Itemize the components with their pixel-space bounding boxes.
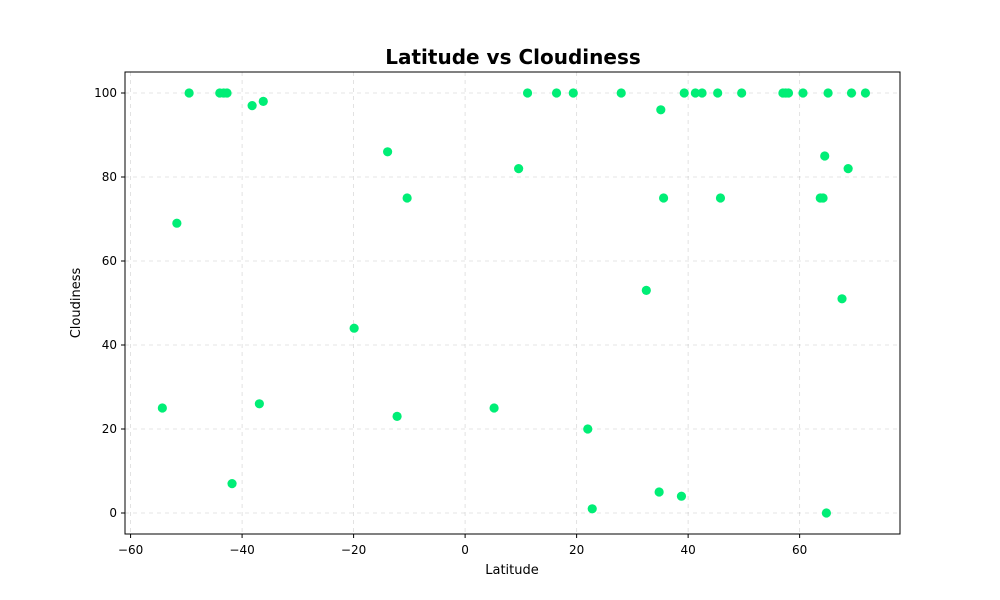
y-tick-label: 20 [102, 422, 117, 436]
y-axis-ticks: 0 20 40 60 80 100 [94, 86, 125, 520]
data-point [522, 88, 533, 98]
x-tick-label: −40 [229, 543, 254, 557]
grid-layer [125, 72, 900, 534]
data-point [402, 193, 412, 203]
x-axis-ticks: −60 −40 −20 0 20 40 60 [118, 534, 807, 557]
y-tick-label: 100 [94, 86, 117, 100]
x-tick-label: −60 [118, 543, 143, 557]
y-tick-label: 60 [102, 254, 117, 268]
data-point [616, 88, 626, 98]
data-point [383, 147, 393, 157]
data-point [172, 218, 182, 228]
x-tick-label: 40 [680, 543, 695, 557]
data-point [820, 151, 830, 161]
x-tick-label: 0 [461, 543, 469, 557]
x-tick-label: −20 [341, 543, 366, 557]
chart-title: Latitude vs Cloudiness [385, 45, 641, 69]
data-point [658, 193, 669, 203]
data-point [823, 88, 833, 98]
data-point [713, 88, 723, 98]
data-point [715, 193, 726, 203]
data-point [679, 88, 689, 98]
data-point [349, 323, 359, 333]
y-tick-label: 80 [102, 170, 117, 184]
data-point [690, 88, 700, 98]
data-point [798, 88, 808, 98]
data-point [227, 479, 237, 489]
data-point [860, 88, 871, 98]
data-point [489, 403, 499, 413]
data-point [654, 487, 664, 497]
plot-frame [124, 71, 901, 535]
data-point [656, 105, 666, 115]
data-point [184, 88, 194, 98]
y-axis-label: Cloudiness [69, 268, 84, 339]
data-point [818, 193, 828, 203]
x-tick-label: 60 [792, 543, 807, 557]
y-tick-label: 0 [109, 506, 117, 520]
data-point [254, 399, 264, 409]
x-axis-label: Latitude [485, 563, 539, 578]
y-tick-label: 40 [102, 338, 117, 352]
data-point [258, 96, 268, 106]
data-point [157, 403, 167, 413]
data-point [514, 164, 524, 174]
data-point [222, 88, 232, 98]
data-point [843, 164, 853, 174]
data-point [247, 101, 257, 111]
data-point [551, 88, 562, 98]
data-point [821, 508, 832, 518]
data-point [783, 88, 794, 98]
data-point [676, 491, 687, 501]
data-point [583, 424, 593, 434]
points-layer [157, 88, 871, 518]
data-point [641, 285, 651, 295]
data-point [846, 88, 857, 98]
data-point [737, 88, 747, 98]
data-point [837, 294, 847, 304]
data-point [697, 88, 707, 98]
x-tick-label: 20 [569, 543, 584, 557]
data-point [392, 411, 402, 421]
data-point [568, 88, 578, 98]
data-point [587, 504, 597, 514]
